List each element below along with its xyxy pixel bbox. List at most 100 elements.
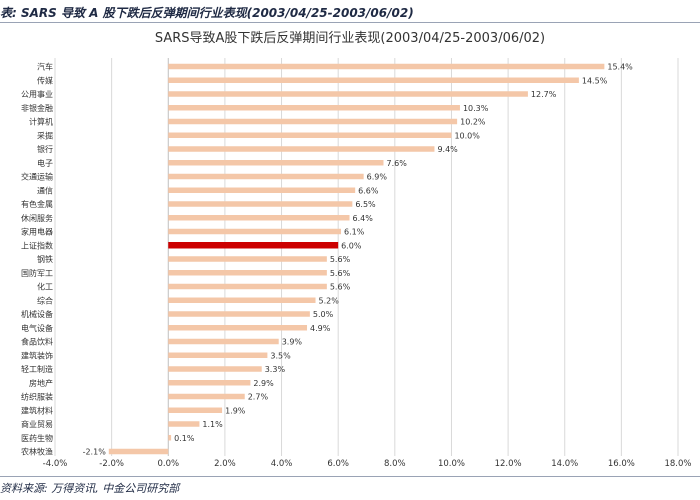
category-label: 食品饮料: [21, 337, 53, 347]
bar-20: [168, 325, 308, 331]
bar-8: [168, 160, 384, 166]
category-label: 非银金融: [21, 103, 53, 113]
bar-7: [168, 146, 435, 152]
x-tick-label: 8.0%: [384, 459, 406, 469]
value-label: 14.5%: [582, 76, 608, 85]
bar-4: [168, 105, 460, 111]
category-label: 传媒: [37, 75, 53, 85]
x-tick-label: -4.0%: [43, 459, 68, 469]
bar-5: [168, 118, 458, 125]
category-label: 电子: [37, 158, 53, 168]
bar-21: [168, 338, 279, 345]
category-label: 轻工制造: [21, 364, 53, 374]
bottom-divider: [0, 476, 700, 477]
value-label: -2.1%: [83, 448, 107, 457]
category-label: 上证指数: [21, 240, 53, 250]
value-label: 10.2%: [460, 118, 486, 127]
category-label: 汽车: [37, 62, 53, 72]
category-label: 电气设备: [21, 323, 53, 333]
x-tick-label: 12.0%: [495, 459, 522, 469]
x-tick-label: -2.0%: [99, 459, 124, 469]
bar-11: [168, 201, 353, 207]
value-label: 12.7%: [531, 90, 557, 99]
x-tick-label: 6.0%: [327, 459, 349, 469]
category-label: 钢铁: [37, 254, 53, 264]
value-label: 5.6%: [330, 269, 351, 278]
labels: -4.0% -2.0% 0.0% 2.0% 4.0% 6.0% 8.0% 10.0% 12.0%…: [21, 62, 692, 470]
category-label: 农林牧渔: [21, 447, 53, 457]
bar-27: [168, 421, 200, 427]
bar-14: [168, 242, 339, 249]
value-label: 10.3%: [463, 104, 489, 113]
chart-title: SARS导致A股下跌后反弹期间行业表现(2003/04/25-2003/06/0…: [155, 30, 545, 46]
bar-12: [168, 215, 350, 221]
bar-28: [168, 435, 172, 441]
bar-23: [168, 366, 262, 372]
value-label: 3.9%: [282, 338, 303, 347]
x-tick-label: 0.0%: [157, 459, 179, 469]
bar-25: [168, 393, 245, 400]
value-label: 6.5%: [355, 200, 376, 209]
bar-10: [168, 187, 356, 193]
x-tick-label: 18.0%: [664, 459, 691, 469]
source-note: 资料来源: 万得资讯, 中金公司研究部: [0, 482, 180, 495]
value-label: 1.1%: [202, 420, 223, 429]
value-label: 5.2%: [319, 296, 340, 305]
category-label: 计算机: [29, 117, 53, 127]
bar-9: [168, 173, 364, 180]
value-label: 3.5%: [270, 351, 291, 360]
value-label: 3.3%: [265, 365, 286, 374]
bar-1: [168, 63, 605, 70]
value-label: 0.1%: [174, 434, 195, 443]
category-label: 建筑装饰: [21, 350, 53, 360]
value-label: 6.4%: [353, 214, 374, 223]
value-label: 2.7%: [248, 393, 269, 402]
x-tick-label: 16.0%: [608, 459, 635, 469]
bar-2: [168, 77, 579, 83]
bar-24: [168, 380, 251, 386]
category-label: 机械设备: [21, 309, 53, 319]
category-label: 综合: [37, 295, 53, 305]
bar-29: [108, 448, 169, 455]
category-label: 国防军工: [21, 268, 53, 278]
value-label: 2.9%: [253, 379, 274, 388]
bar-13: [168, 228, 342, 235]
value-label: 1.9%: [225, 406, 246, 415]
value-label: 7.6%: [386, 159, 407, 168]
bar-17: [168, 283, 327, 290]
value-label: 6.9%: [367, 173, 388, 182]
bar-15: [168, 256, 327, 262]
category-label: 房地产: [29, 378, 53, 388]
value-label: 4.9%: [310, 324, 331, 333]
grid-lines: [54, 58, 679, 456]
value-label: 5.0%: [313, 310, 334, 319]
bars: [108, 63, 605, 455]
bar-22: [168, 352, 268, 358]
x-tick-label: 14.0%: [551, 459, 578, 469]
bar-6: [168, 132, 452, 138]
x-tick-label: 10.0%: [438, 459, 465, 469]
category-label: 家用电器: [21, 227, 53, 237]
category-label: 建筑材料: [21, 405, 53, 415]
value-label: 9.4%: [437, 145, 458, 154]
category-label: 纺织服装: [21, 392, 53, 402]
value-label: 6.0%: [341, 241, 362, 250]
bar-26: [168, 407, 223, 413]
category-label: 休闲服务: [21, 213, 53, 223]
value-label: 5.6%: [330, 283, 351, 292]
category-label: 银行: [37, 144, 53, 154]
category-label: 通信: [37, 185, 53, 195]
bar-16: [168, 270, 327, 276]
x-tick-label: 4.0%: [271, 459, 293, 469]
value-label: 5.6%: [330, 255, 351, 264]
bar-chart: SARS导致A股下跌后反弹期间行业表现(2003/04/25-2003/06/0…: [21, 30, 692, 470]
value-label: 10.0%: [454, 131, 480, 140]
bar-19: [168, 311, 310, 317]
value-label: 6.6%: [358, 186, 379, 195]
top-divider: [0, 22, 700, 23]
category-label: 医药生物: [21, 433, 53, 443]
bar-18: [168, 297, 316, 303]
x-tick-label: 2.0%: [214, 459, 236, 469]
category-label: 有色金属: [21, 199, 53, 209]
value-label: 6.1%: [344, 228, 365, 237]
